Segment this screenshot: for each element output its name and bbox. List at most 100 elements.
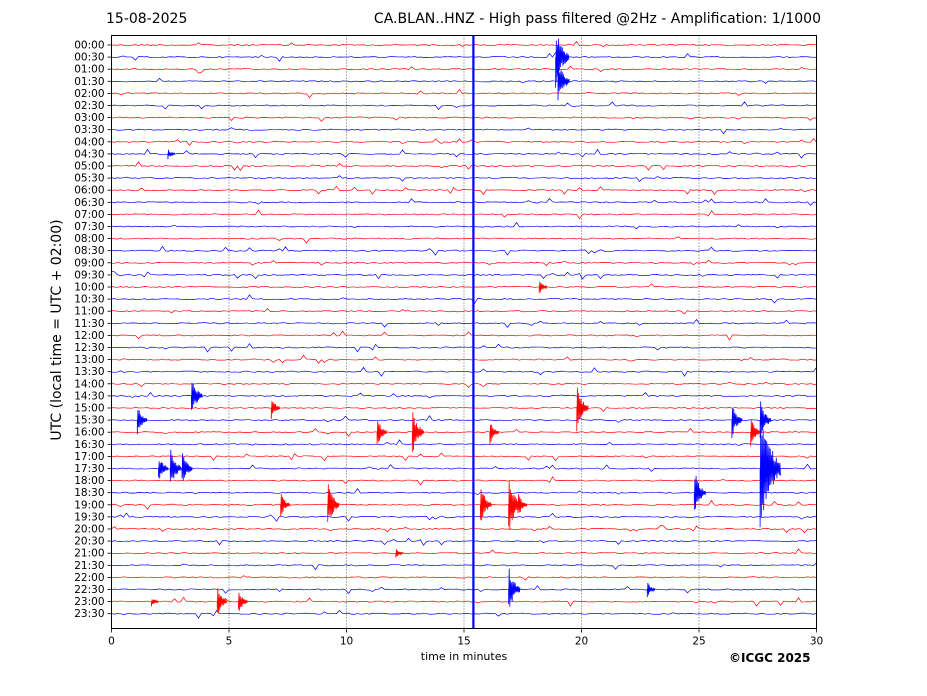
trace-2000: [111, 525, 817, 534]
y-tick-label: 15:30: [74, 415, 104, 427]
trace-0300: [111, 116, 817, 122]
trace-0930: [111, 271, 817, 280]
y-tick-label: 21:00: [74, 548, 104, 560]
y-tick-label: 19:30: [74, 511, 104, 523]
y-tick-label: 01:30: [74, 76, 104, 88]
trace-0430: [111, 148, 817, 159]
y-tick-label: 18:00: [74, 475, 104, 487]
trace-1030: [111, 294, 817, 305]
x-tick-label: 0: [108, 636, 115, 648]
seismic-event: [136, 409, 148, 435]
y-tick-label: 13:30: [74, 366, 104, 378]
trace-2100: [111, 548, 817, 555]
seismic-event: [158, 461, 169, 479]
seismic-event: [216, 588, 228, 614]
vertical-grid: [228, 35, 700, 629]
trace-0800: [111, 236, 817, 244]
y-tick-label: 06:30: [74, 197, 104, 209]
y-tick-label: 20:00: [74, 524, 104, 536]
y-tick-label: 00:00: [74, 40, 104, 52]
trace-1630: [111, 439, 817, 447]
seismic-event: [270, 401, 281, 420]
trace-1100: [111, 308, 817, 315]
trace-2200: [111, 575, 817, 581]
y-tick-label: 07:30: [74, 221, 104, 233]
seismic-event: [169, 449, 182, 482]
y-tick-label: 17:00: [74, 451, 104, 463]
y-tick-label: 03:30: [74, 124, 104, 136]
seismic-event: [517, 493, 528, 513]
y-tick-label: 17:30: [74, 463, 104, 475]
y-tick-label: 22:00: [74, 572, 104, 584]
trace-0700: [111, 209, 817, 220]
y-tick-label: 22:30: [74, 584, 104, 596]
trace-0330: [111, 127, 817, 135]
seismic-event: [280, 494, 291, 517]
trace-2330: [111, 609, 817, 619]
trace-0230: [111, 101, 817, 111]
trace-1900: [111, 499, 817, 510]
y-tick-label: 07:00: [74, 209, 104, 221]
y-tick-label: 06:00: [74, 185, 104, 197]
seismic-event: [376, 421, 388, 445]
y-tick-label: 11:00: [74, 306, 104, 318]
copyright-notice: ©ICGC 2025: [729, 651, 811, 665]
y-tick-label: 19:00: [74, 499, 104, 511]
seismic-traces: [111, 35, 817, 629]
y-tick-label: 04:30: [74, 148, 104, 160]
seismic-event: [411, 412, 425, 453]
y-tick-label: 02:00: [74, 88, 104, 100]
y-tick-label: 14:00: [74, 378, 104, 390]
y-tick-label: 10:00: [74, 282, 104, 294]
y-tick-label: 11:30: [74, 318, 104, 330]
trace-1400: [111, 382, 817, 388]
trace-0900: [111, 259, 817, 267]
trace-1000: [111, 283, 817, 288]
y-tick-label: 05:30: [74, 173, 104, 185]
trace-0100: [111, 65, 817, 74]
y-tick-label: 08:30: [74, 245, 104, 257]
trace-1730: [111, 463, 817, 472]
trace-0600: [111, 185, 817, 196]
x-tick-label: 5: [226, 636, 233, 648]
chart-title: CA.BLAN..HNZ - High pass filtered @2Hz -…: [373, 11, 821, 27]
y-tick-label: 05:00: [74, 161, 104, 173]
seismic-events: [136, 38, 781, 614]
y-tick-label: 16:30: [74, 439, 104, 451]
trace-1130: [111, 318, 817, 328]
trace-1930: [111, 512, 817, 522]
y-tick-label: 00:30: [74, 52, 104, 64]
y-tick-label: 04:00: [74, 136, 104, 148]
seismic-event: [646, 582, 656, 598]
seismic-event: [191, 382, 203, 410]
y-tick-labels: 00:0000:3001:0001:3002:0002:3003:0003:30…: [74, 40, 112, 620]
trace-1700: [111, 452, 817, 462]
seismic-event: [151, 598, 159, 607]
plot-frame: [111, 35, 817, 629]
seismic-event: [181, 453, 193, 482]
seismic-event: [759, 429, 781, 528]
trace-1600: [111, 427, 817, 437]
seismic-event: [480, 489, 492, 521]
seismic-event: [395, 549, 404, 558]
x-tick-label: 10: [340, 636, 353, 648]
x-tick-labels: 0 5 10 15 20 25 30: [108, 628, 823, 648]
trace-2300: [111, 596, 817, 607]
trace-0030: [111, 52, 817, 62]
y-tick-label: 13:00: [74, 354, 104, 366]
trace-0400: [111, 138, 817, 146]
seismic-event: [750, 420, 761, 447]
seismic-event: [731, 408, 743, 439]
trace-2230: [111, 585, 817, 595]
trace-0730: [111, 221, 817, 230]
trace-2130: [111, 562, 817, 571]
y-tick-label: 12:00: [74, 330, 104, 342]
x-tick-label: 30: [810, 636, 823, 648]
trace-1200: [111, 330, 817, 341]
trace-1330: [111, 366, 817, 377]
y-tick-label: 20:30: [74, 536, 104, 548]
seismic-event: [167, 149, 176, 160]
y-tick-label: 15:00: [74, 403, 104, 415]
y-tick-label: 09:00: [74, 257, 104, 269]
